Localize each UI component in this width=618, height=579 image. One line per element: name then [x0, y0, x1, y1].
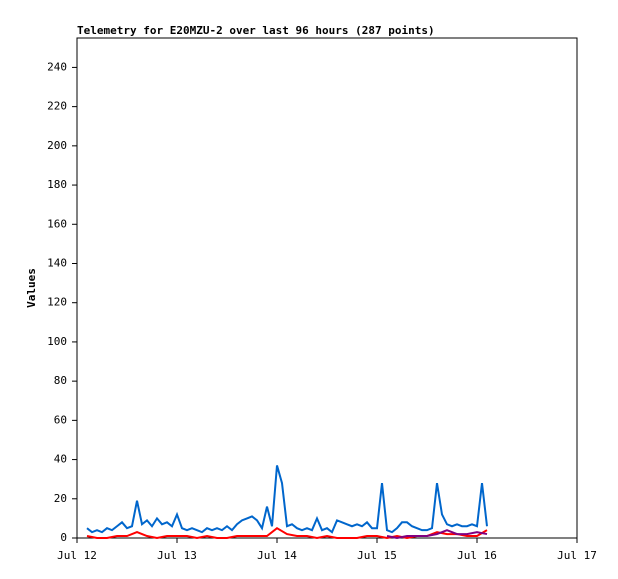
y-tick-label: 100 — [47, 335, 67, 348]
x-tick-label: Jul 12 — [57, 549, 97, 562]
data-line — [386, 529, 488, 540]
y-tick-label: 160 — [47, 217, 67, 230]
y-tick-label: 20 — [54, 492, 67, 505]
y-tick-label: 220 — [47, 100, 67, 113]
y-tick-label: 60 — [54, 413, 67, 426]
x-tick-label: Jul 15 — [357, 549, 397, 562]
x-tick-label: Jul 17 — [557, 549, 597, 562]
y-tick-label: 180 — [47, 178, 67, 191]
y-tick-label: 80 — [54, 374, 67, 387]
x-tick-label: Jul 13 — [157, 549, 197, 562]
x-tick-label: Jul 14 — [257, 549, 297, 562]
x-tick-label: Jul 16 — [457, 549, 497, 562]
y-tick-label: 200 — [47, 139, 67, 152]
chart-title: Telemetry for E20MZU-2 over last 96 hour… — [77, 24, 435, 37]
y-tick-label: 120 — [47, 296, 67, 309]
data-line — [86, 465, 488, 534]
y-tick-label: 140 — [47, 256, 67, 269]
plot-frame — [76, 37, 578, 539]
y-tick-label: 0 — [60, 531, 67, 544]
y-tick-label: 40 — [54, 453, 67, 466]
y-tick-label: 240 — [47, 60, 67, 73]
y-axis-label: Values — [25, 268, 38, 308]
